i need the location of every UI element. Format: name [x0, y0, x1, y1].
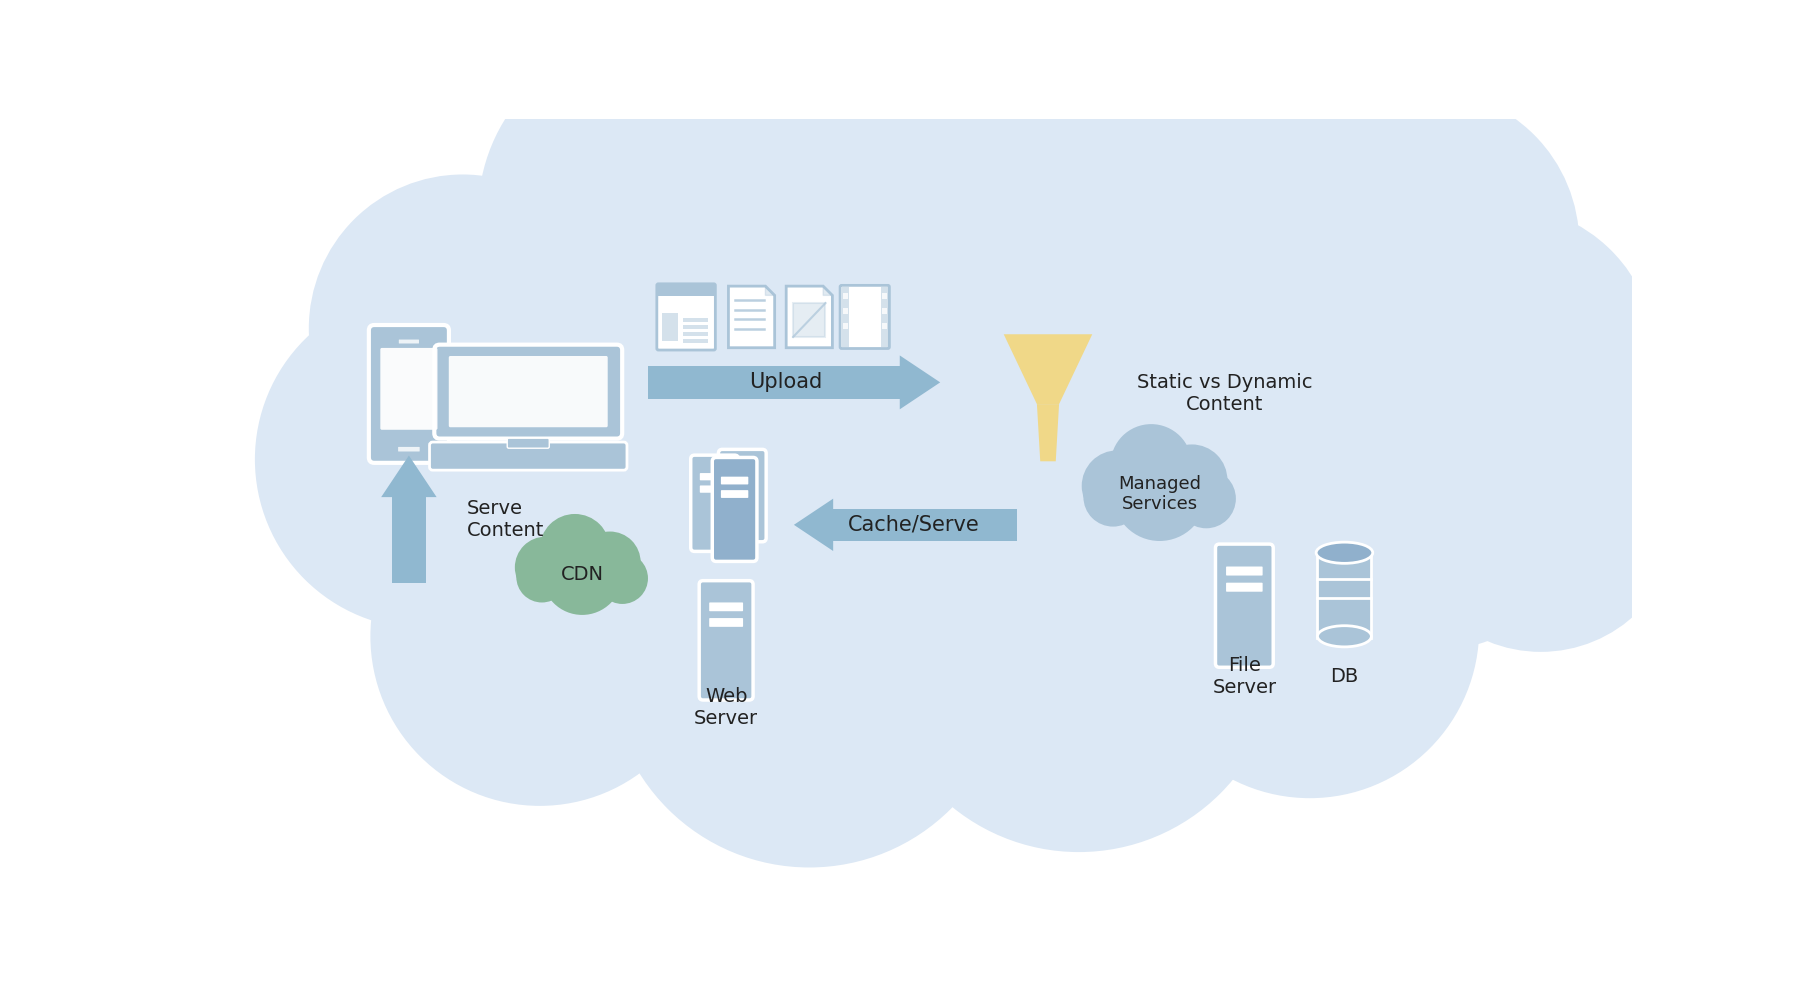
- Circle shape: [1084, 467, 1144, 527]
- FancyBboxPatch shape: [1225, 582, 1264, 591]
- FancyBboxPatch shape: [1216, 544, 1273, 668]
- Polygon shape: [833, 509, 1018, 541]
- Circle shape: [478, 36, 833, 390]
- Circle shape: [542, 535, 622, 615]
- FancyBboxPatch shape: [842, 287, 849, 347]
- Text: CDN: CDN: [560, 565, 604, 584]
- Circle shape: [440, 267, 871, 698]
- Circle shape: [785, 66, 1218, 498]
- FancyBboxPatch shape: [1318, 553, 1371, 639]
- Text: File
Server: File Server: [1213, 656, 1276, 697]
- Circle shape: [978, 267, 1411, 698]
- Text: Static vs Dynamic
Content: Static vs Dynamic Content: [1136, 373, 1313, 415]
- FancyBboxPatch shape: [700, 580, 753, 700]
- Circle shape: [371, 467, 709, 806]
- FancyBboxPatch shape: [429, 442, 627, 470]
- Polygon shape: [647, 366, 900, 399]
- Circle shape: [1087, 113, 1456, 482]
- Polygon shape: [824, 286, 833, 296]
- Circle shape: [1018, 13, 1371, 367]
- FancyBboxPatch shape: [727, 466, 756, 474]
- Circle shape: [596, 553, 647, 604]
- Circle shape: [1111, 425, 1193, 506]
- Circle shape: [1140, 459, 1480, 799]
- Circle shape: [580, 532, 640, 593]
- FancyBboxPatch shape: [507, 438, 549, 448]
- Polygon shape: [900, 355, 940, 410]
- Circle shape: [309, 175, 616, 482]
- Circle shape: [1402, 375, 1680, 652]
- FancyBboxPatch shape: [727, 478, 756, 485]
- Ellipse shape: [1318, 626, 1371, 647]
- FancyBboxPatch shape: [713, 457, 756, 561]
- Polygon shape: [382, 455, 436, 497]
- Text: Cache/Serve: Cache/Serve: [847, 515, 980, 535]
- Circle shape: [878, 451, 1280, 852]
- FancyBboxPatch shape: [449, 356, 607, 428]
- FancyBboxPatch shape: [709, 602, 744, 611]
- FancyBboxPatch shape: [882, 287, 887, 347]
- FancyBboxPatch shape: [722, 490, 749, 498]
- Circle shape: [609, 467, 1009, 867]
- FancyBboxPatch shape: [700, 485, 729, 493]
- Polygon shape: [1036, 404, 1060, 461]
- Circle shape: [255, 290, 594, 629]
- Circle shape: [1156, 444, 1227, 516]
- Circle shape: [514, 537, 576, 598]
- Circle shape: [1271, 90, 1580, 398]
- Circle shape: [694, 267, 1156, 729]
- FancyBboxPatch shape: [656, 284, 714, 350]
- FancyBboxPatch shape: [435, 344, 622, 438]
- Circle shape: [1082, 450, 1153, 522]
- FancyBboxPatch shape: [842, 293, 847, 299]
- FancyBboxPatch shape: [722, 477, 749, 484]
- FancyBboxPatch shape: [842, 308, 847, 313]
- Polygon shape: [794, 499, 833, 551]
- FancyBboxPatch shape: [882, 323, 887, 329]
- FancyBboxPatch shape: [882, 308, 887, 313]
- FancyBboxPatch shape: [700, 473, 729, 480]
- Ellipse shape: [1316, 543, 1373, 563]
- FancyBboxPatch shape: [793, 304, 825, 337]
- Text: Serve
Content: Serve Content: [467, 499, 544, 540]
- FancyBboxPatch shape: [691, 455, 738, 552]
- FancyBboxPatch shape: [718, 449, 765, 542]
- Text: DB: DB: [1331, 667, 1358, 686]
- FancyBboxPatch shape: [684, 332, 709, 336]
- FancyBboxPatch shape: [398, 447, 420, 451]
- FancyBboxPatch shape: [369, 325, 449, 463]
- FancyBboxPatch shape: [1225, 566, 1264, 575]
- Circle shape: [1176, 469, 1236, 529]
- FancyBboxPatch shape: [380, 348, 438, 430]
- Text: Managed
Services: Managed Services: [1118, 474, 1202, 514]
- Polygon shape: [765, 286, 774, 296]
- FancyBboxPatch shape: [709, 618, 744, 627]
- Polygon shape: [391, 497, 425, 582]
- Text: Upload: Upload: [749, 372, 822, 393]
- Circle shape: [533, 97, 933, 498]
- FancyBboxPatch shape: [842, 323, 847, 329]
- Polygon shape: [785, 286, 833, 348]
- FancyBboxPatch shape: [684, 339, 709, 343]
- Polygon shape: [1004, 334, 1093, 404]
- Circle shape: [516, 552, 567, 602]
- Text: Web
Server: Web Server: [694, 686, 758, 728]
- Circle shape: [1240, 283, 1611, 652]
- FancyBboxPatch shape: [658, 286, 714, 296]
- Circle shape: [540, 514, 611, 584]
- FancyBboxPatch shape: [840, 286, 889, 348]
- Circle shape: [1349, 205, 1656, 513]
- Polygon shape: [729, 286, 774, 348]
- FancyBboxPatch shape: [684, 318, 709, 322]
- FancyBboxPatch shape: [684, 325, 709, 329]
- FancyBboxPatch shape: [398, 339, 418, 343]
- Circle shape: [733, 0, 1118, 375]
- FancyBboxPatch shape: [662, 312, 678, 341]
- Circle shape: [1113, 447, 1205, 541]
- FancyBboxPatch shape: [882, 293, 887, 299]
